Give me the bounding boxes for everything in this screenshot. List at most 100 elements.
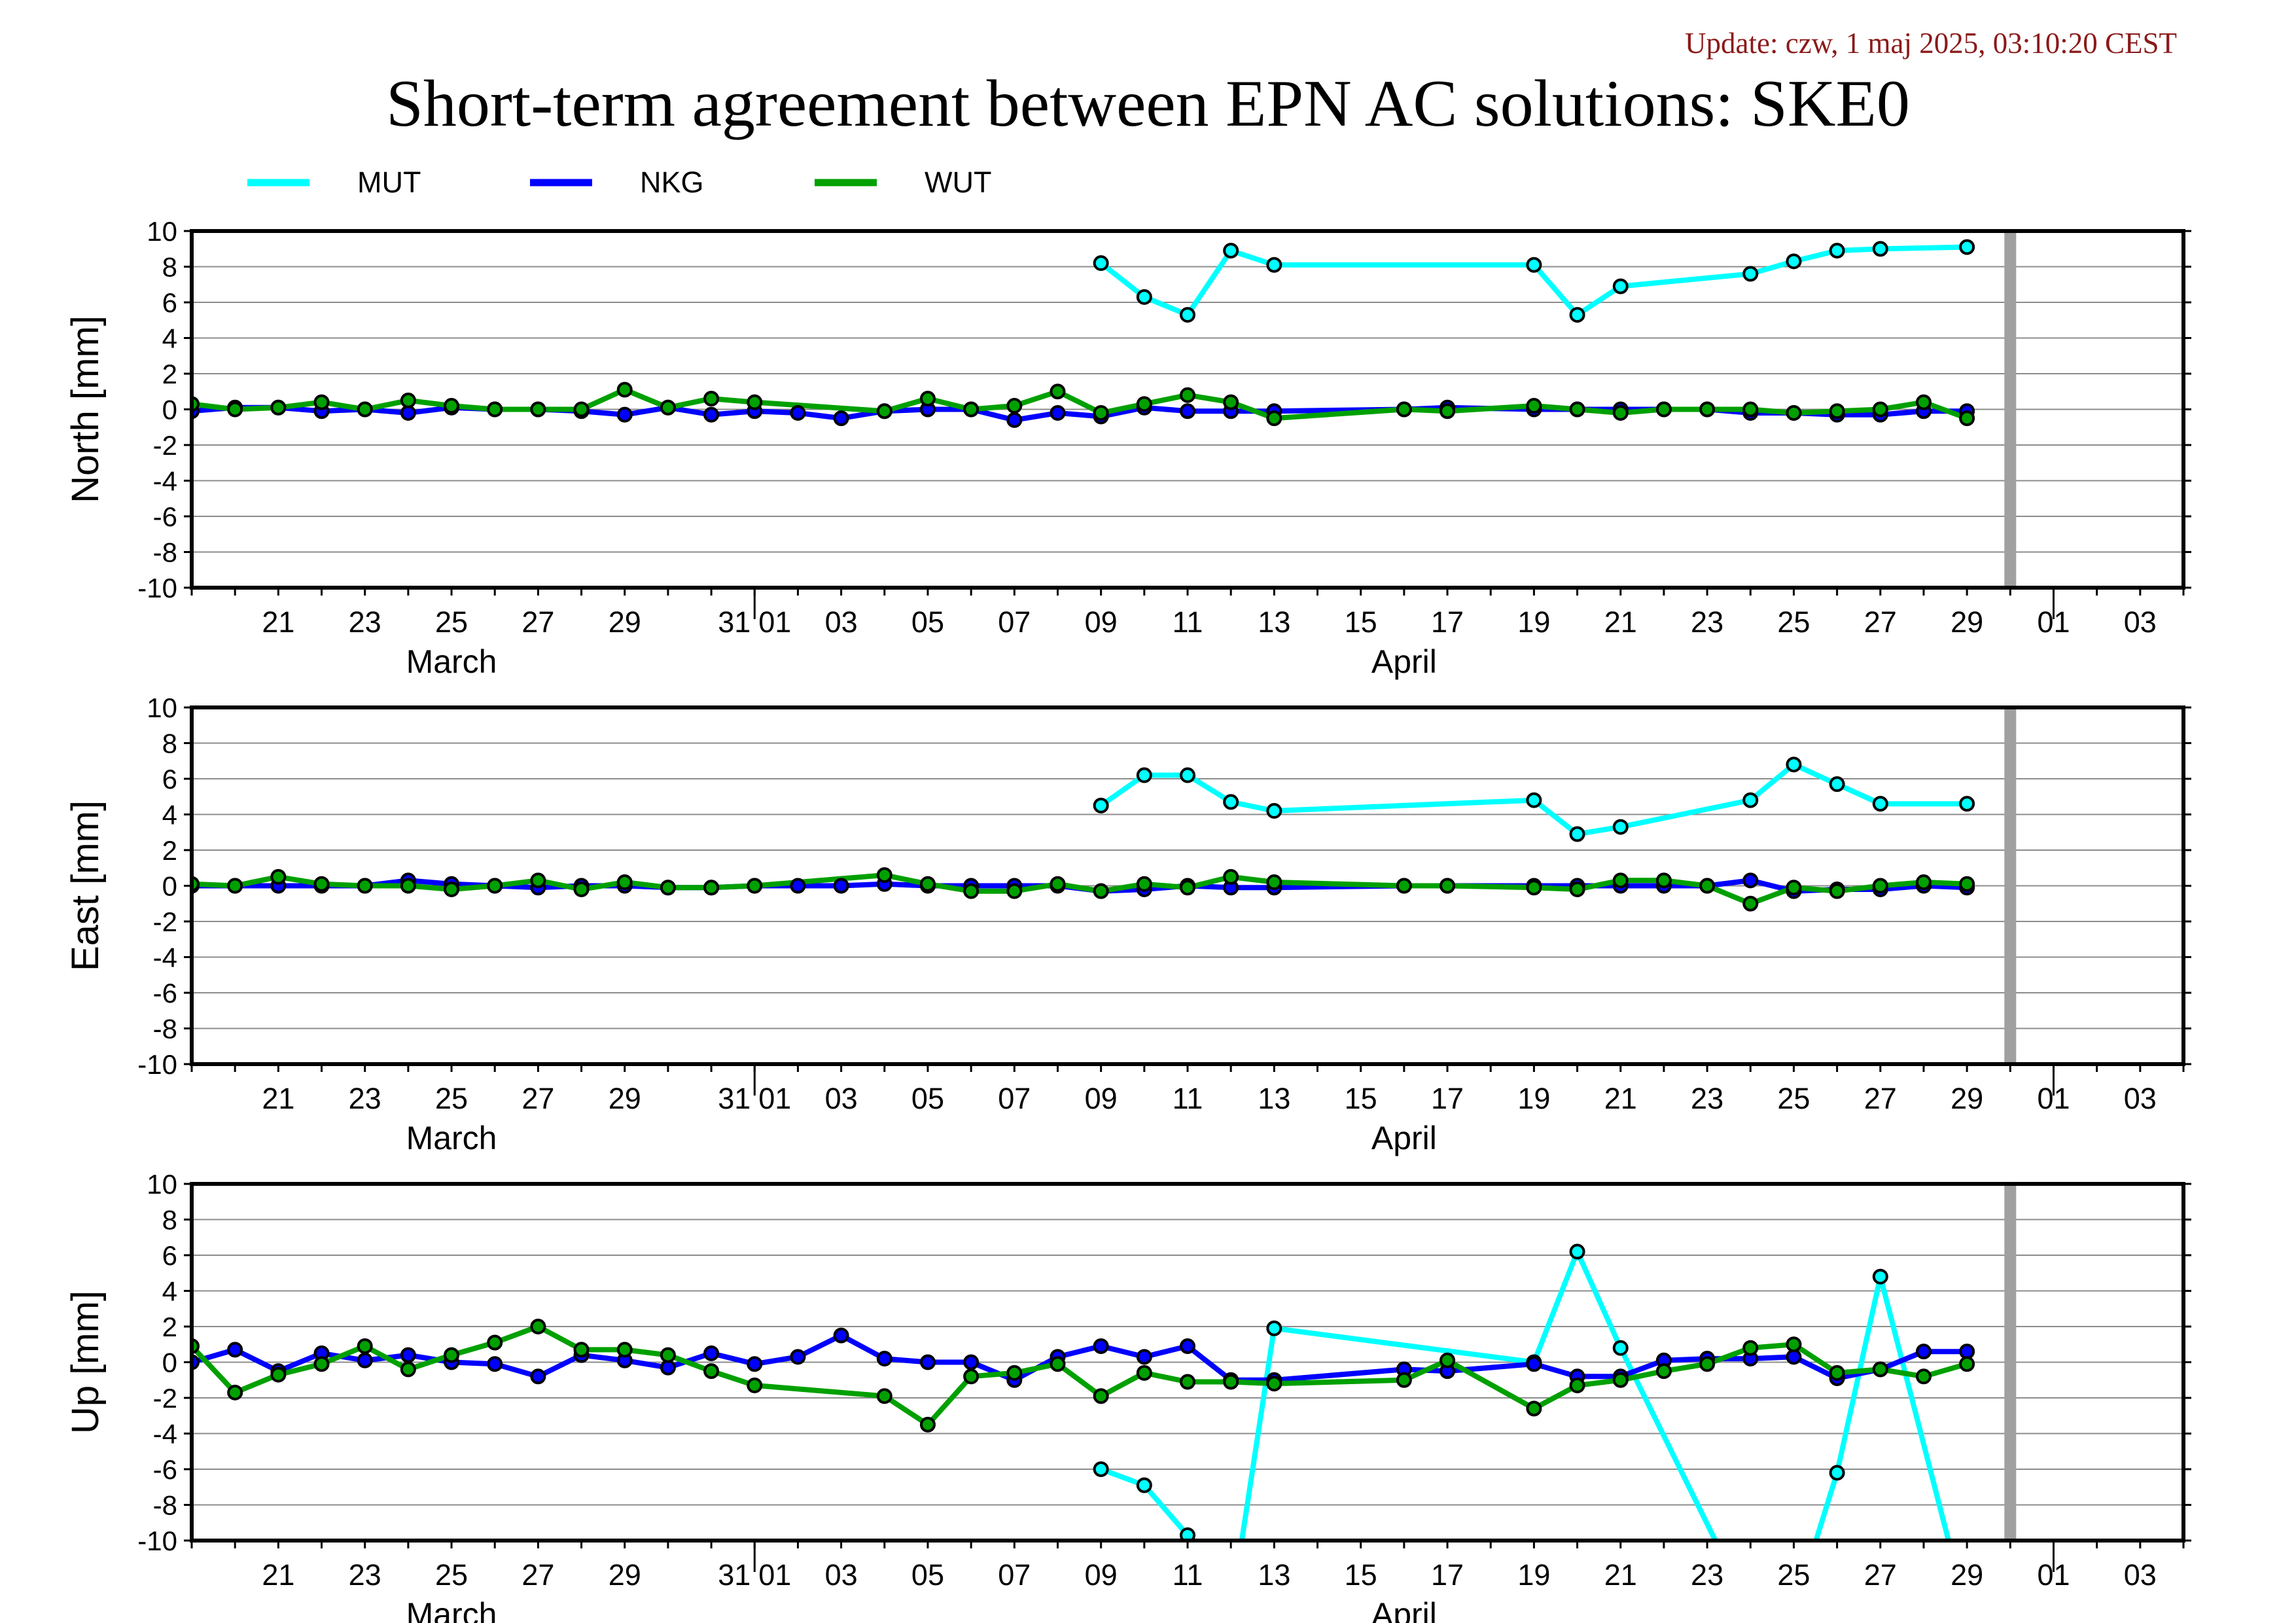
data-point-wut xyxy=(1569,401,1585,418)
y-axis-label: East [mm] xyxy=(64,800,107,971)
data-point-mut xyxy=(1224,1605,1237,1618)
y-tick-label: -2 xyxy=(153,430,177,461)
data-point-nkg xyxy=(530,1368,546,1385)
data-point-nkg xyxy=(1136,1349,1152,1365)
data-point-wut xyxy=(444,398,460,414)
data-point-wut xyxy=(747,1377,763,1393)
data-point-wut xyxy=(1266,874,1282,891)
x-tick-label: 21 xyxy=(1604,1082,1637,1115)
y-tick-label: 4 xyxy=(162,323,177,354)
data-point-mut xyxy=(1872,1268,1888,1285)
data-point-nkg xyxy=(400,1347,416,1363)
data-point-wut xyxy=(1180,880,1195,896)
x-tick-label: 03 xyxy=(2124,1082,2157,1115)
data-point-wut xyxy=(1872,878,1888,894)
data-point-nkg xyxy=(1786,1349,1802,1365)
data-point-nkg xyxy=(400,404,416,421)
x-tick-label: 29 xyxy=(609,1558,641,1592)
x-tick-label: 23 xyxy=(1691,1082,1723,1115)
data-point-wut xyxy=(1915,394,1932,410)
data-point-mut xyxy=(1136,1477,1152,1493)
data-point-nkg xyxy=(1093,1338,1109,1354)
data-point-wut xyxy=(1093,1388,1109,1404)
y-tick-label: -4 xyxy=(153,942,177,973)
data-point-wut xyxy=(357,401,373,418)
x-tick-label: 19 xyxy=(1517,1082,1550,1115)
data-point-wut xyxy=(1786,1336,1802,1353)
data-point-wut xyxy=(1439,878,1456,894)
x-tick-label: 21 xyxy=(262,1082,294,1115)
x-tick-label: 25 xyxy=(1777,605,1810,639)
x-tick-label: 25 xyxy=(435,605,468,639)
data-point-wut xyxy=(1612,404,1629,421)
data-point-mut xyxy=(1612,819,1629,835)
data-point-wut xyxy=(1699,401,1716,418)
x-tick-label: 17 xyxy=(1431,1082,1464,1115)
data-point-wut xyxy=(1006,1364,1023,1381)
y-tick-label: 4 xyxy=(162,1276,177,1307)
data-point-wut xyxy=(919,391,936,407)
x-tick-label: 07 xyxy=(998,605,1031,639)
x-tick-label: 03 xyxy=(825,605,858,639)
data-point-wut xyxy=(1915,1368,1932,1385)
data-point-nkg xyxy=(1050,404,1066,421)
y-tick-label: 6 xyxy=(162,287,177,318)
x-tick-label: 19 xyxy=(1517,605,1550,639)
data-point-wut xyxy=(1612,872,1629,889)
series-line-wut xyxy=(192,1324,1968,1427)
y-tick-label: 8 xyxy=(162,728,177,759)
data-point-wut xyxy=(1180,387,1195,403)
data-point-wut xyxy=(919,1416,936,1433)
data-point-wut xyxy=(1959,876,1975,892)
data-point-mut xyxy=(1223,794,1239,810)
data-point-wut xyxy=(1742,401,1759,418)
data-point-nkg xyxy=(833,410,849,427)
data-point-mut xyxy=(1136,289,1152,305)
data-point-nkg xyxy=(790,1349,806,1365)
data-point-wut xyxy=(963,401,980,418)
month-label-april: April xyxy=(1371,643,1437,680)
x-tick-label: 27 xyxy=(521,1558,554,1592)
y-tick-label: 6 xyxy=(162,764,177,794)
data-point-mut xyxy=(1829,1465,1845,1481)
data-point-nkg xyxy=(790,878,806,894)
data-point-nkg xyxy=(227,1342,243,1358)
x-tick-label: 03 xyxy=(825,1082,858,1115)
data-point-wut xyxy=(573,401,590,418)
data-point-wut xyxy=(660,1347,676,1363)
data-point-wut xyxy=(1093,883,1109,899)
data-point-wut xyxy=(487,1334,503,1351)
x-tick-label: 01 xyxy=(2037,1558,2070,1592)
data-point-wut xyxy=(1829,1364,1845,1381)
data-point-mut xyxy=(1266,257,1282,273)
data-point-mut xyxy=(1829,242,1845,259)
data-point-wut xyxy=(876,1388,892,1404)
data-point-wut xyxy=(313,1356,330,1372)
y-tick-label: 2 xyxy=(162,835,177,866)
data-point-wut xyxy=(1396,1372,1412,1388)
x-tick-label: 11 xyxy=(1173,1082,1203,1115)
data-point-mut xyxy=(1093,797,1109,813)
y-tick-label: -4 xyxy=(153,1419,177,1450)
data-point-wut xyxy=(270,1366,287,1383)
data-point-mut xyxy=(1266,803,1282,819)
data-point-mut xyxy=(1136,767,1152,783)
data-point-wut xyxy=(1396,401,1412,418)
legend: MUT NKG WUT xyxy=(247,166,991,199)
y-tick-label: -6 xyxy=(153,978,177,1008)
data-point-mut xyxy=(1180,1527,1195,1541)
x-tick-label: 21 xyxy=(1604,605,1637,639)
data-point-wut xyxy=(227,878,243,894)
y-tick-label: 0 xyxy=(162,1347,177,1378)
data-point-wut xyxy=(703,880,720,896)
data-point-wut xyxy=(1742,895,1759,912)
x-tick-label: 25 xyxy=(435,1082,468,1115)
data-point-wut xyxy=(1655,1363,1672,1380)
data-point-wut xyxy=(530,1319,546,1334)
x-tick-label: 27 xyxy=(521,605,554,639)
data-point-wut xyxy=(876,867,892,883)
data-point-wut xyxy=(227,1384,243,1400)
x-tick-label: 21 xyxy=(1604,1558,1637,1592)
data-point-wut xyxy=(1136,876,1152,892)
